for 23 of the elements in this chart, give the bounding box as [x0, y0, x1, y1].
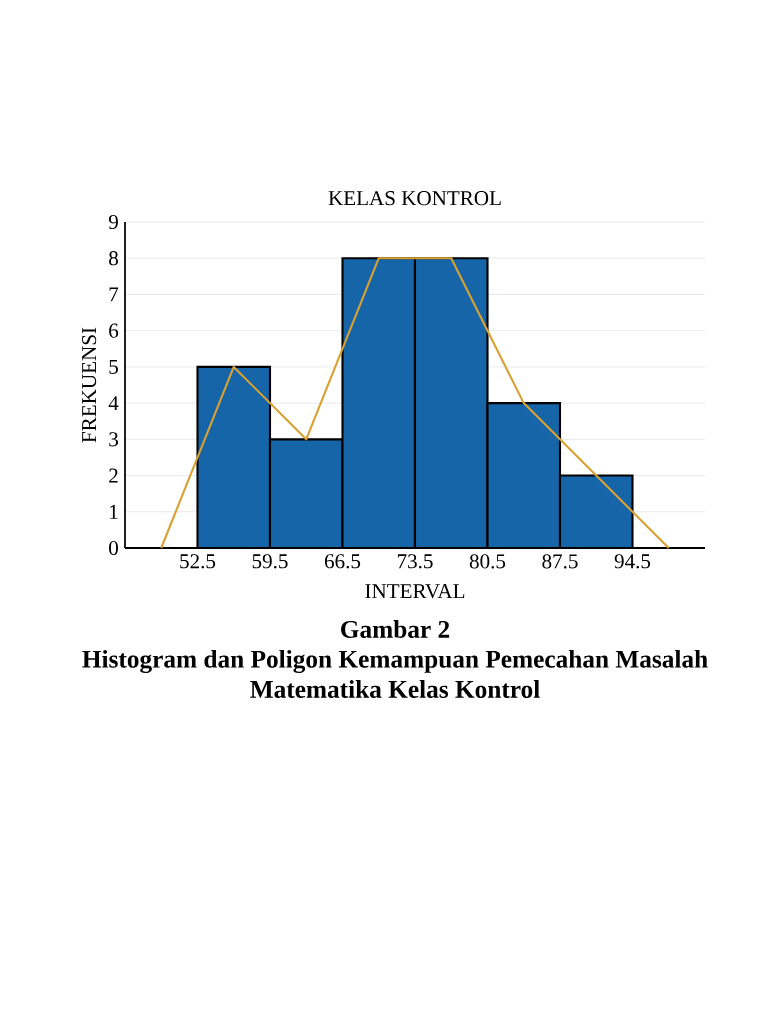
x-tick-label: 80.5 [469, 554, 506, 569]
x-tick-label: 66.5 [324, 554, 361, 569]
y-tick-label: 1 [110, 504, 118, 519]
y-tick-label: 7 [109, 287, 119, 302]
x-tick-label: 94.5 [614, 554, 651, 569]
y-tick-label: 5 [109, 359, 118, 374]
x-tick-label: 59.5 [252, 554, 288, 569]
x-tick-label: 87.5 [542, 554, 578, 569]
text: Gambar 2 [341, 620, 450, 638]
text: Histogram dan Poligon Kemampuan Pemecahan Masalah [82, 649, 708, 674]
chart-title: KELAS KONTROL [328, 191, 501, 206]
text: Matematika Kelas Kontrol [250, 680, 540, 698]
y-tick-label: 4 [108, 396, 119, 411]
x-tick-label: 52.5 [180, 554, 216, 569]
y-tick-label: 3 [109, 432, 118, 447]
y-tick-label: 6 [109, 323, 119, 338]
y-tick-label: 0 [109, 540, 118, 556]
y-tick-label: 8 [109, 251, 118, 266]
x-tick-label: 73.5 [397, 554, 433, 569]
y-tick-label: 2 [109, 468, 118, 483]
x-axis-title: INTERVAL [365, 584, 465, 599]
y-axis-title: FREKUENSI [82, 327, 97, 443]
y-tick-label: 9 [108, 214, 118, 230]
